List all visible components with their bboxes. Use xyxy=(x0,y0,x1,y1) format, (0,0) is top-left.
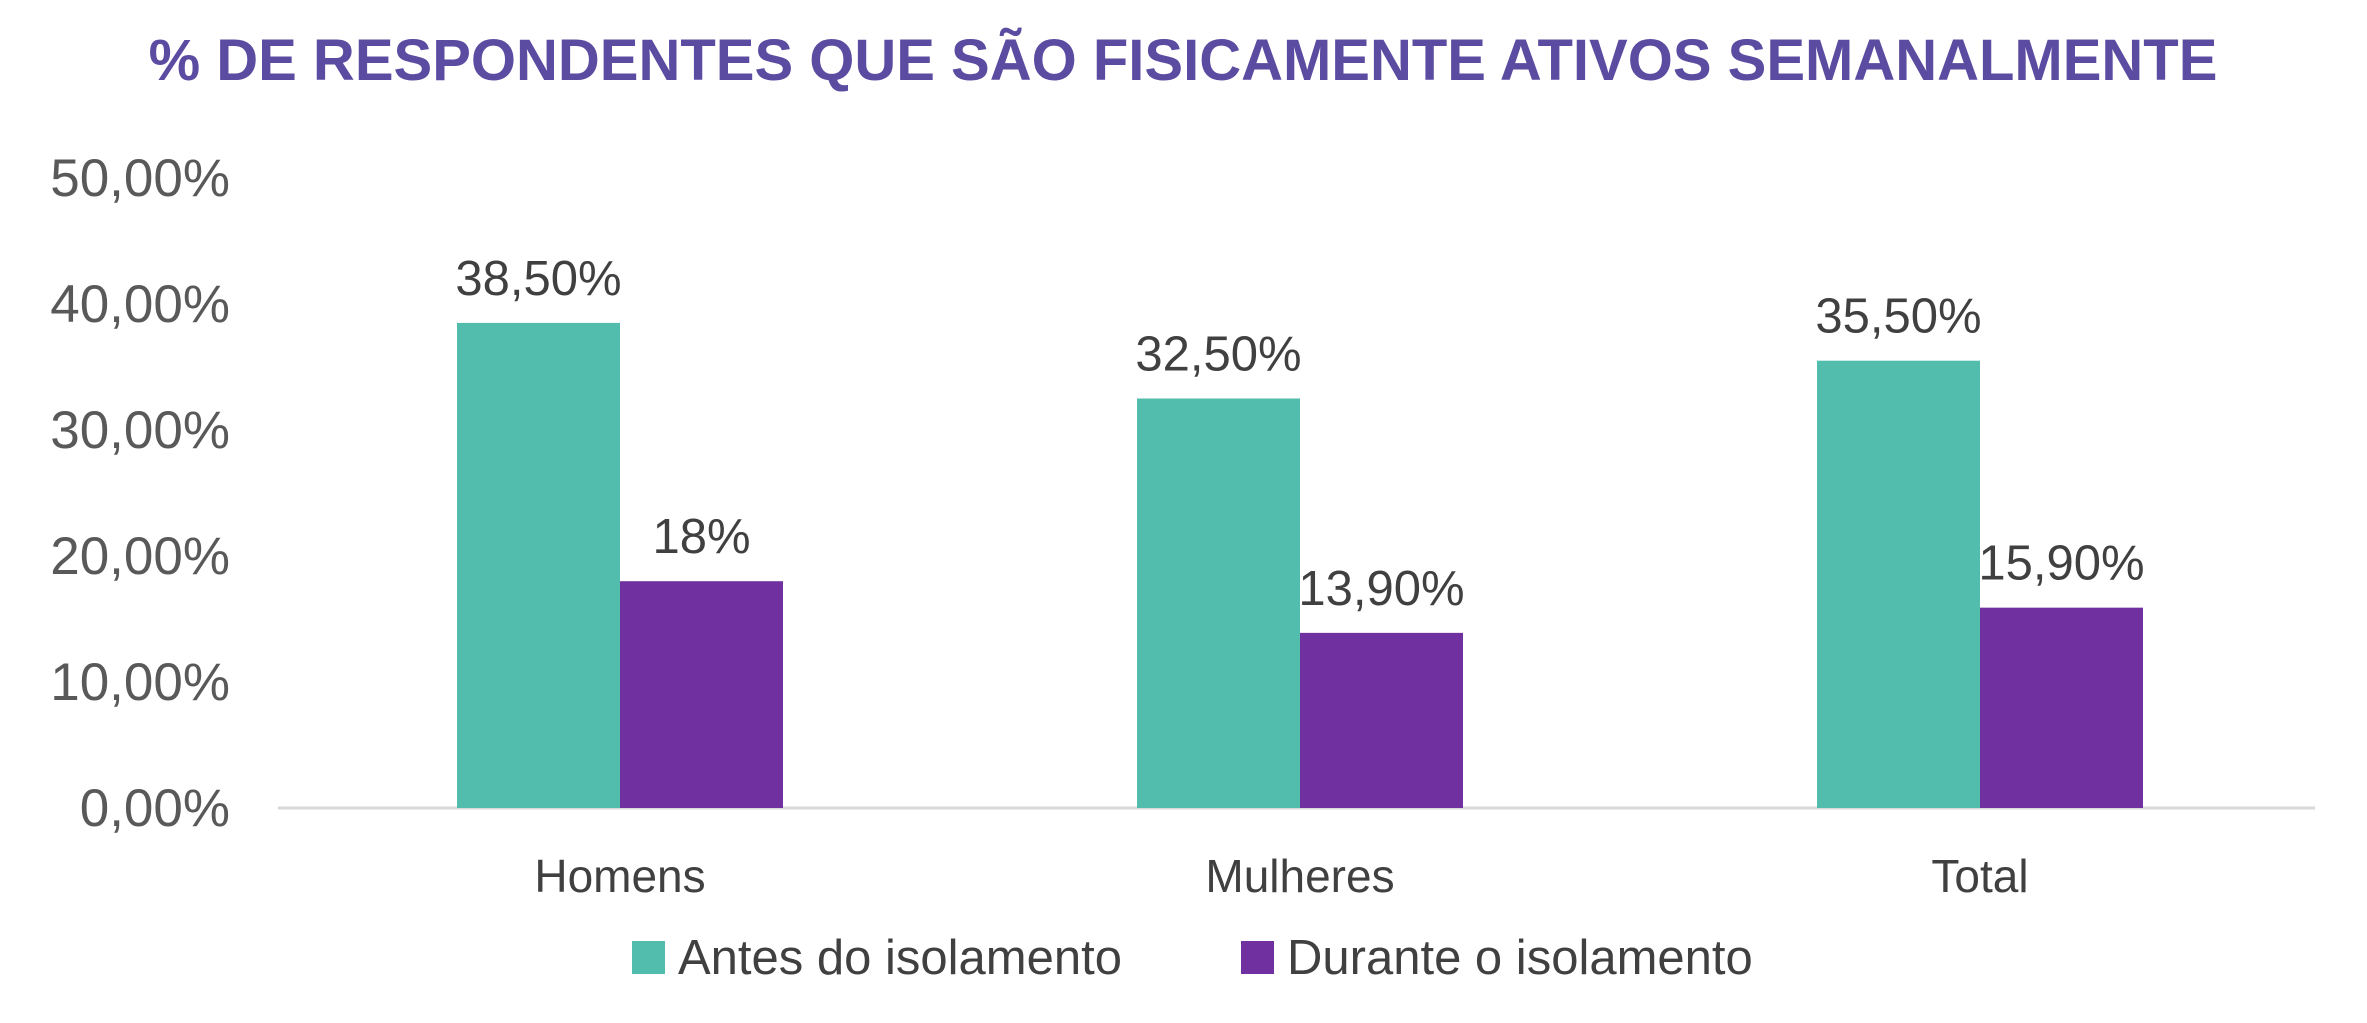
data-labels: 38,50% 18% 32,50% 13,90% 35,50% 15,90% xyxy=(455,252,2144,616)
category-label: Total xyxy=(1931,850,2028,902)
chart-title: % DE RESPONDENTES QUE SÃO FISICAMENTE AT… xyxy=(149,28,2218,93)
data-label: 35,50% xyxy=(1815,290,1981,344)
bar-antes xyxy=(1817,360,1980,808)
data-label: 38,50% xyxy=(455,252,621,306)
legend-swatch xyxy=(1241,941,1274,974)
data-label: 15,90% xyxy=(1978,537,2144,591)
y-tick-label: 40,00% xyxy=(50,275,230,334)
data-label: 13,90% xyxy=(1298,562,1464,616)
data-label: 18% xyxy=(652,510,750,564)
category-label: Homens xyxy=(534,850,705,902)
legend-label: Durante o isolamento xyxy=(1287,931,1753,985)
bars xyxy=(457,322,2143,808)
category-labels: Homens Mulheres Total xyxy=(534,850,2028,902)
legend-label: Antes do isolamento xyxy=(678,931,1122,985)
y-tick-label: 30,00% xyxy=(50,401,230,460)
y-axis-ticks: 0,00% 10,00% 20,00% 30,00% 40,00% 50,00% xyxy=(50,149,230,838)
y-tick-label: 10,00% xyxy=(50,653,230,712)
data-label: 32,50% xyxy=(1135,328,1301,382)
bar-durante xyxy=(1300,632,1463,808)
y-tick-label: 50,00% xyxy=(50,149,230,208)
category-label: Mulheres xyxy=(1205,850,1394,902)
y-tick-label: 0,00% xyxy=(80,779,230,838)
bar-durante xyxy=(1980,607,2143,808)
legend: Antes do isolamento Durante o isolamento xyxy=(632,931,1753,985)
bar-antes xyxy=(1137,398,1300,808)
y-tick-label: 20,00% xyxy=(50,527,230,586)
bar-antes xyxy=(457,322,620,808)
bar-durante xyxy=(620,581,783,808)
legend-swatch xyxy=(632,941,665,974)
